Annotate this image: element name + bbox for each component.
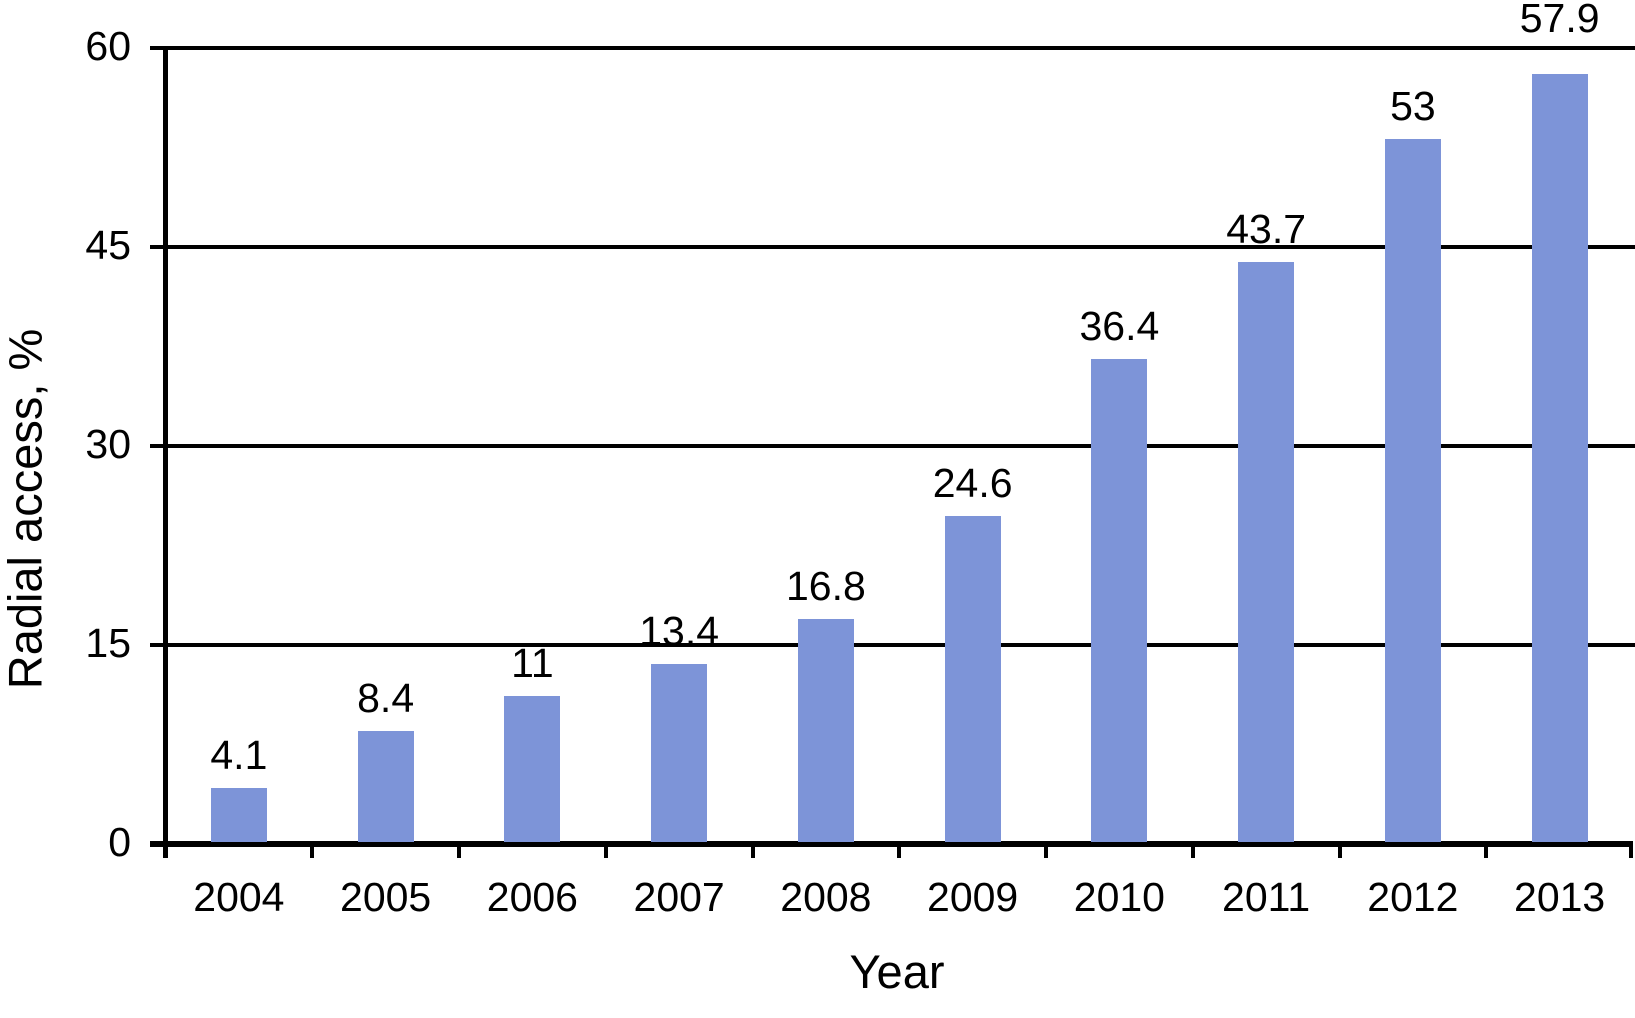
data-label-2006: 11 — [511, 640, 554, 687]
x-axis-tick-5 — [897, 844, 902, 858]
x-axis-tick-10 — [1629, 844, 1633, 858]
bar-2012 — [1384, 138, 1441, 842]
gridline-60 — [150, 46, 1635, 50]
y-axis-title: Radial access, % — [0, 328, 52, 690]
y-tick-label-30: 30 — [85, 420, 131, 467]
x-tick-label-2008: 2008 — [780, 874, 872, 920]
data-label-2012: 53 — [1390, 82, 1436, 129]
data-label-2005: 8.4 — [357, 674, 415, 721]
bar-2009 — [944, 515, 1001, 842]
x-axis-tick-9 — [1484, 844, 1489, 858]
y-tick-label-0: 0 — [108, 818, 131, 865]
x-axis-tick-6 — [1044, 844, 1048, 858]
x-tick-label-2004: 2004 — [193, 874, 285, 920]
x-tick-label-2005: 2005 — [340, 874, 432, 920]
data-label-2004: 4.1 — [210, 731, 268, 778]
data-label-2008: 16.8 — [785, 563, 866, 610]
gridline-45 — [150, 245, 1635, 249]
bar-2005 — [357, 730, 414, 842]
x-tick-label-2011: 2011 — [1222, 874, 1311, 920]
bar-2007 — [651, 664, 708, 842]
x-tick-label-2007: 2007 — [633, 874, 725, 920]
x-axis-tick-3 — [603, 844, 608, 858]
x-axis-tick-8 — [1337, 844, 1342, 858]
x-tick-label-2012: 2012 — [1367, 874, 1459, 920]
gridline-15 — [150, 643, 1635, 647]
data-label-2013: 57.9 — [1519, 0, 1600, 41]
data-label-2010: 36.4 — [1079, 303, 1160, 350]
x-axis-tick-2 — [457, 844, 461, 858]
y-tick-label-60: 60 — [85, 22, 131, 69]
bar-2010 — [1091, 359, 1148, 842]
x-axis-tick-7 — [1190, 844, 1195, 858]
bar-2013 — [1531, 73, 1588, 842]
data-label-2007: 13.4 — [639, 608, 720, 655]
x-tick-label-2013: 2013 — [1514, 874, 1606, 920]
x-tick-label-2010: 2010 — [1073, 874, 1165, 920]
x-axis-tick-1 — [310, 844, 315, 858]
y-tick-label-45: 45 — [85, 221, 131, 268]
y-axis-line — [163, 46, 168, 858]
x-axis-title: Year — [849, 945, 945, 998]
bar-2008 — [797, 619, 854, 842]
bar-2011 — [1238, 262, 1295, 842]
y-tick-label-15: 15 — [85, 619, 131, 666]
bar-2004 — [210, 787, 267, 842]
data-label-2009: 24.6 — [932, 459, 1013, 506]
gridline-30 — [150, 444, 1635, 448]
x-tick-label-2006: 2006 — [486, 874, 578, 920]
bar-2006 — [504, 696, 561, 842]
data-label-2011: 43.7 — [1226, 206, 1307, 253]
x-tick-label-2009: 2009 — [927, 874, 1019, 920]
x-axis-line — [150, 841, 1633, 847]
x-axis-tick-4 — [750, 844, 755, 858]
